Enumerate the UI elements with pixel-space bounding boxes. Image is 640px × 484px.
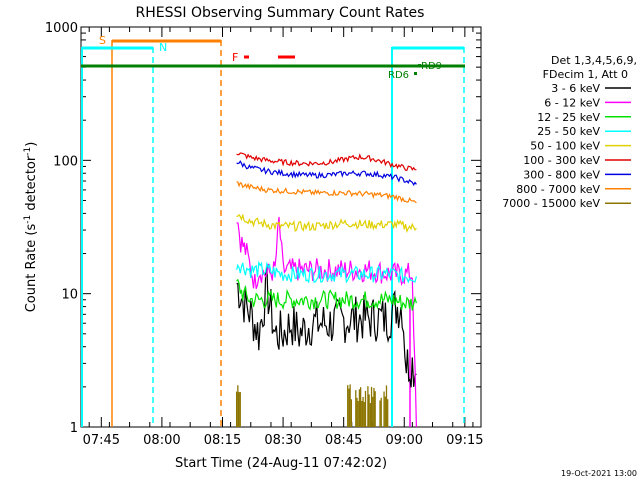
rd6-marker	[414, 72, 417, 75]
x-tick-label: 07:45	[83, 433, 120, 448]
legend-header-1: Det 1,3,4,5,6,9,	[551, 54, 637, 67]
chart-title: RHESSI Observing Summary Count Rates	[136, 5, 425, 21]
series-line-300-800-kev	[236, 160, 417, 187]
x-tick-label: 08:00	[143, 433, 180, 448]
y-tick-label: 10	[61, 288, 78, 303]
x-tick-label: 08:45	[325, 433, 362, 448]
annotation-rd6: RD6	[388, 70, 409, 81]
footer-timestamp: 19-Oct-2021 13:00	[561, 469, 637, 478]
y-tick-label: 100	[53, 154, 78, 169]
legend-label: 50 - 100 keV	[530, 140, 600, 153]
y-axis-label: Count Rate (s-1 detector-1)	[23, 142, 39, 313]
legend-label: 7000 - 15000 keV	[502, 197, 600, 210]
legend-label: 12 - 25 keV	[537, 111, 600, 124]
data-series	[236, 152, 417, 428]
y-axis: 1 10 100 1000	[45, 21, 481, 436]
rd9-marker	[418, 64, 421, 67]
annotation-n: N	[159, 41, 167, 54]
legend-label: 25 - 50 keV	[537, 125, 600, 138]
legend: Det 1,3,4,5,6,9, FDecim 1, Att 0 3 - 6 k…	[502, 54, 637, 210]
series-line-12-25-kev	[236, 278, 417, 311]
x-tick-label: 08:30	[264, 433, 301, 448]
x-axis-label: Start Time (24-Aug-11 07:42:02)	[175, 456, 387, 471]
series-line-100-300-kev	[236, 152, 417, 171]
annotation-f: F	[232, 51, 238, 64]
legend-label: 6 - 12 keV	[544, 96, 600, 109]
y-tick-label: 1	[70, 421, 78, 436]
x-tick-label: 09:00	[386, 433, 423, 448]
annotation-rd9: RD9	[421, 61, 442, 72]
legend-label: 3 - 6 keV	[551, 82, 600, 95]
series-line-6-12-kev	[236, 216, 417, 428]
x-tick-label: 08:15	[204, 433, 241, 448]
series-7000-15000-kev	[235, 384, 389, 427]
series-line-25-50-kev	[236, 260, 417, 284]
legend-label: 100 - 300 keV	[523, 154, 600, 167]
series-line-800-7000-kev	[236, 181, 417, 204]
series-line-50-100-kev	[236, 213, 417, 234]
legend-header-2: FDecim 1, Att 0	[543, 68, 628, 81]
legend-label: 300 - 800 keV	[523, 168, 600, 181]
x-tick-label: 09:15	[446, 433, 483, 448]
series-line-3-6-kev	[236, 265, 417, 388]
annotation-s: S	[99, 34, 106, 47]
y-tick-label: 1000	[45, 21, 78, 36]
status-markers: S N F RD6 RD9	[81, 34, 465, 427]
legend-label: 800 - 7000 keV	[516, 183, 600, 196]
x-axis: 07:45 08:00 08:15 08:30 08:45 09:00 09:15	[83, 27, 484, 448]
